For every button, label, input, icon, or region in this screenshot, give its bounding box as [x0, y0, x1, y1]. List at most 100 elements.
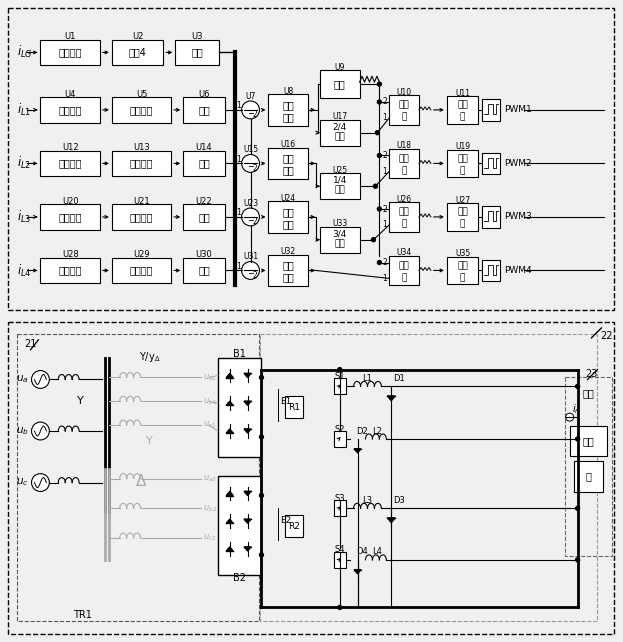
- Text: 电极: 电极: [583, 436, 594, 446]
- Bar: [447, 96, 478, 124]
- Polygon shape: [354, 449, 361, 453]
- Text: D2: D2: [356, 426, 368, 435]
- Text: 器: 器: [460, 220, 465, 229]
- Text: L2: L2: [373, 426, 383, 435]
- Bar: [175, 40, 219, 65]
- Text: 驱动: 驱动: [457, 154, 468, 163]
- Bar: [269, 94, 308, 126]
- Circle shape: [242, 155, 259, 172]
- Text: U33: U33: [332, 220, 348, 229]
- Circle shape: [576, 437, 579, 441]
- Polygon shape: [244, 491, 251, 496]
- Text: U5: U5: [136, 89, 147, 98]
- Bar: [40, 40, 100, 65]
- Text: S3: S3: [335, 494, 345, 503]
- Polygon shape: [244, 547, 251, 551]
- Text: $u_{c2}$: $u_{c2}$: [203, 533, 217, 543]
- Circle shape: [376, 131, 379, 135]
- Text: $u_{a1}$: $u_{a1}$: [203, 372, 217, 383]
- Text: $u_{c1}$: $u_{c1}$: [203, 420, 217, 430]
- Bar: [40, 204, 100, 230]
- Text: U26: U26: [397, 195, 412, 204]
- Text: 高频滤波: 高频滤波: [130, 265, 153, 275]
- Text: 23: 23: [586, 369, 598, 379]
- Bar: [389, 202, 419, 232]
- Bar: [112, 40, 163, 65]
- Text: L4: L4: [373, 548, 383, 557]
- Polygon shape: [244, 519, 251, 523]
- Text: $u_c$: $u_c$: [16, 476, 29, 489]
- Bar: [574, 461, 603, 492]
- Text: U14: U14: [196, 143, 212, 152]
- Text: 比较: 比较: [399, 207, 409, 216]
- Text: 电流: 电流: [282, 153, 294, 164]
- Bar: [112, 97, 171, 123]
- Circle shape: [566, 413, 574, 421]
- Text: 电流: 电流: [282, 100, 294, 110]
- Text: 器: 器: [460, 273, 465, 282]
- Bar: [334, 379, 346, 394]
- Bar: [40, 257, 100, 283]
- Circle shape: [373, 184, 378, 188]
- Text: U9: U9: [335, 63, 345, 72]
- Text: 1: 1: [383, 114, 388, 123]
- Text: D4: D4: [356, 548, 368, 557]
- Circle shape: [259, 494, 264, 498]
- Text: 内环: 内环: [282, 219, 294, 229]
- Text: 内环: 内环: [282, 272, 294, 282]
- Text: 内环: 内环: [282, 112, 294, 122]
- Bar: [183, 257, 225, 283]
- Text: 电流检测: 电流检测: [59, 265, 82, 275]
- Text: $i_{L3}$: $i_{L3}$: [17, 209, 31, 225]
- Text: $i_{L1}$: $i_{L1}$: [17, 102, 31, 118]
- Text: L3: L3: [363, 496, 373, 505]
- Text: 比较: 比较: [399, 154, 409, 163]
- Text: U19: U19: [455, 142, 470, 151]
- Bar: [112, 204, 171, 230]
- Text: 1/4: 1/4: [333, 176, 347, 185]
- Bar: [183, 204, 225, 230]
- Text: $u_a$: $u_a$: [16, 374, 29, 385]
- Text: E1: E1: [280, 397, 292, 406]
- Bar: [183, 97, 225, 123]
- Bar: [320, 173, 359, 199]
- Text: 1: 1: [236, 262, 241, 271]
- Text: 21: 21: [24, 339, 37, 349]
- Text: $u_{b1}$: $u_{b1}$: [203, 396, 217, 406]
- Bar: [320, 120, 359, 146]
- Bar: [17, 334, 259, 621]
- Circle shape: [242, 261, 259, 279]
- Text: B2: B2: [233, 573, 246, 583]
- Bar: [334, 552, 346, 568]
- Text: U6: U6: [198, 89, 210, 98]
- Circle shape: [378, 100, 381, 104]
- Text: $u_{a2}$: $u_{a2}$: [203, 473, 217, 484]
- Bar: [269, 201, 308, 233]
- Text: 平方: 平方: [198, 105, 210, 115]
- Text: 1: 1: [236, 155, 241, 164]
- Text: $\Delta$: $\Delta$: [135, 473, 148, 489]
- Text: U1: U1: [65, 32, 76, 41]
- Polygon shape: [244, 401, 251, 405]
- Text: 1: 1: [383, 220, 388, 229]
- Circle shape: [32, 370, 49, 388]
- Bar: [334, 431, 346, 447]
- Circle shape: [378, 261, 381, 265]
- Text: 2: 2: [383, 98, 388, 107]
- Text: PWM2: PWM2: [504, 159, 532, 168]
- Text: 2/4: 2/4: [333, 122, 347, 131]
- Text: 高频滤波: 高频滤波: [130, 105, 153, 115]
- Text: 器: 器: [460, 166, 465, 175]
- Text: U17: U17: [332, 112, 347, 121]
- Polygon shape: [388, 518, 395, 523]
- Bar: [183, 150, 225, 177]
- Text: 移相: 移相: [335, 239, 345, 248]
- Text: 1: 1: [236, 101, 241, 110]
- Text: U11: U11: [455, 89, 470, 98]
- Text: 工作: 工作: [583, 388, 594, 398]
- Text: $i_n$: $i_n$: [572, 403, 581, 416]
- Text: 22: 22: [601, 331, 613, 341]
- Text: U34: U34: [397, 248, 412, 257]
- Text: 载波: 载波: [334, 79, 346, 89]
- Bar: [112, 257, 171, 283]
